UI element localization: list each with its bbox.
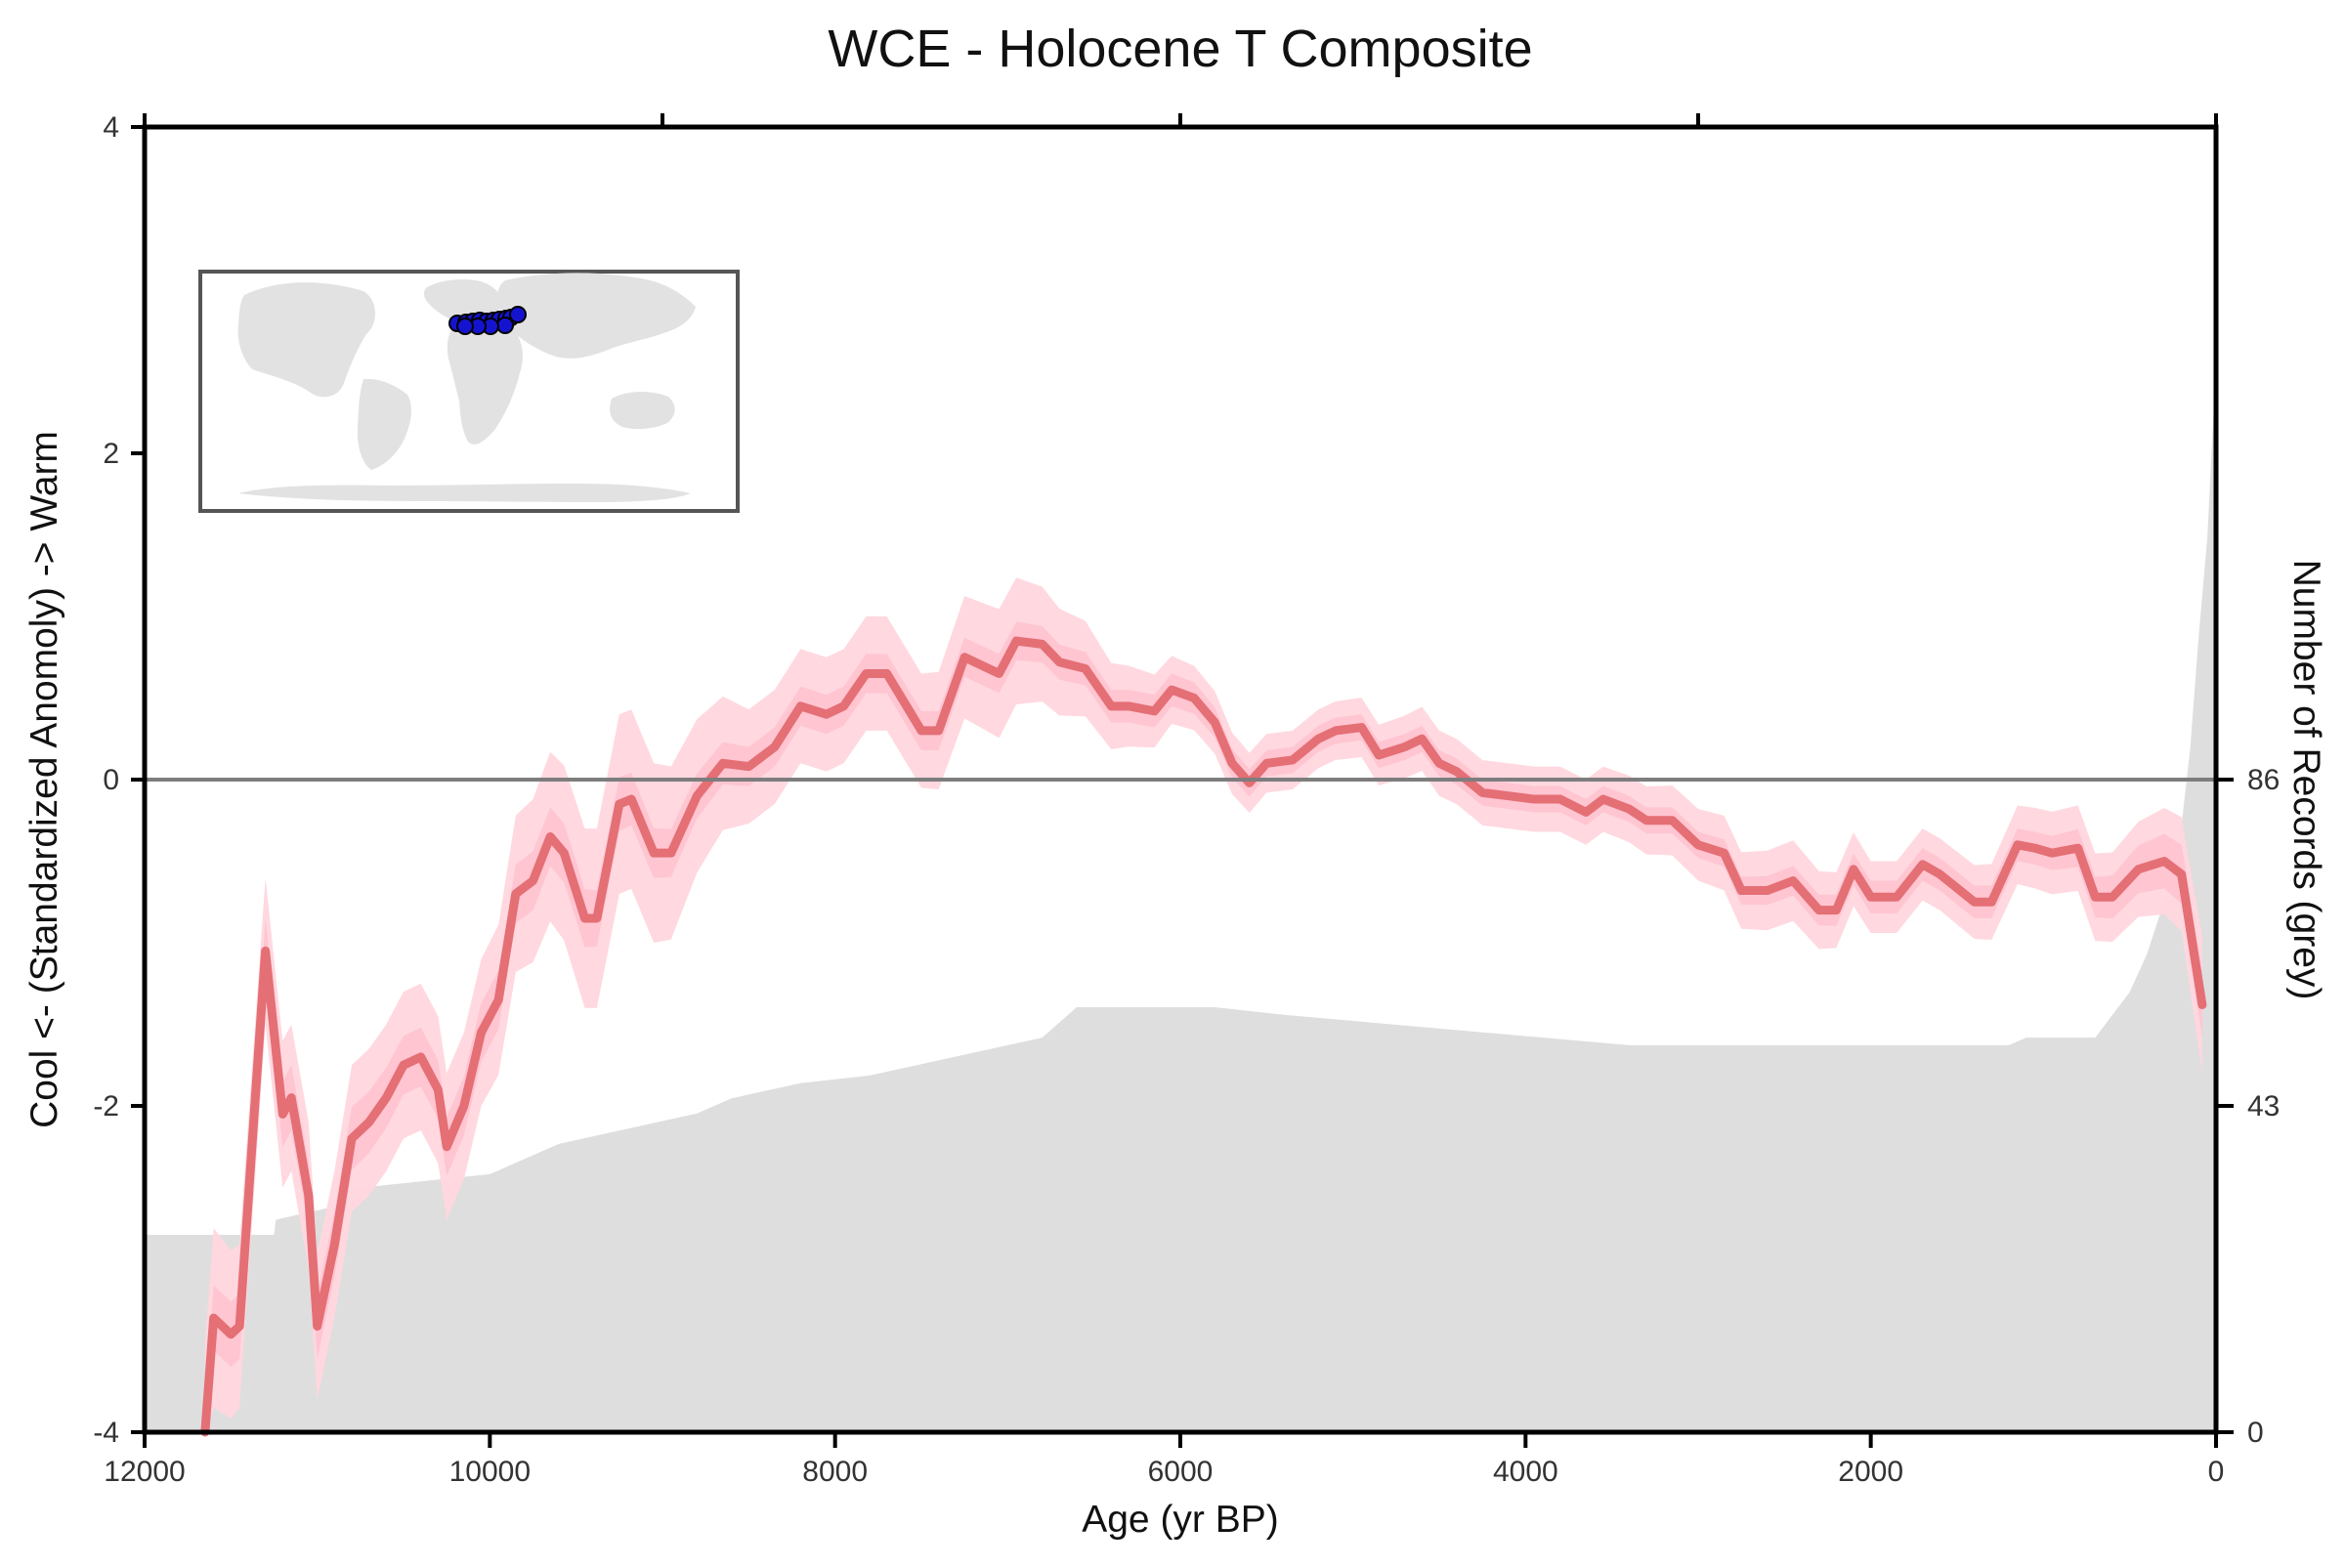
records-area	[145, 369, 2216, 1432]
y-tick-label: -2	[93, 1090, 119, 1123]
records-layer	[145, 369, 2216, 1432]
site-marker	[509, 306, 527, 323]
inset-map	[198, 270, 740, 513]
australia-shape	[610, 391, 675, 430]
antarctica-shape	[238, 484, 691, 502]
x-tick-label: 10000	[449, 1456, 531, 1488]
x-axis-label: Age (yr BP)	[1082, 1499, 1279, 1541]
x-tick-label: 6000	[1148, 1456, 1214, 1488]
africa-shape	[447, 318, 523, 445]
x-tick-label: 12000	[104, 1456, 185, 1488]
x-tick-label: 8000	[802, 1456, 868, 1488]
y-tick-label: 4	[103, 111, 119, 144]
y-tick-label: 2	[103, 438, 119, 470]
y-axis-label: Cool <- (Standardized Anomoly) -> Warm	[23, 431, 65, 1128]
asia-shape	[497, 273, 696, 359]
site-marker	[496, 317, 514, 334]
x-tick-label: 4000	[1493, 1456, 1558, 1488]
median-line	[200, 636, 2207, 1437]
site-marker	[456, 318, 474, 335]
site-markers	[448, 306, 527, 335]
y2-tick-label: 0	[2247, 1417, 2264, 1449]
europe-shape	[423, 279, 506, 322]
x-tick-label: 2000	[1838, 1456, 1903, 1488]
y-tick-label: 0	[103, 764, 119, 796]
y-tick-label: -4	[93, 1417, 119, 1449]
north-america-shape	[237, 282, 376, 398]
median-line-layer	[200, 636, 2207, 1437]
y2-tick-label: 43	[2247, 1090, 2280, 1123]
tick-layer: 12000 10000 8000 6000 4000 2000 0 4 2 0 -2 -4 86 43 0	[93, 111, 2280, 1488]
chart-title: WCE - Holocene T Composite	[828, 20, 1532, 78]
south-america-shape	[357, 378, 411, 470]
x-tick-label: 0	[2208, 1456, 2225, 1488]
y2-axis-label: Number of Records (grey)	[2285, 560, 2327, 1000]
y2-tick-label: 86	[2247, 764, 2280, 796]
